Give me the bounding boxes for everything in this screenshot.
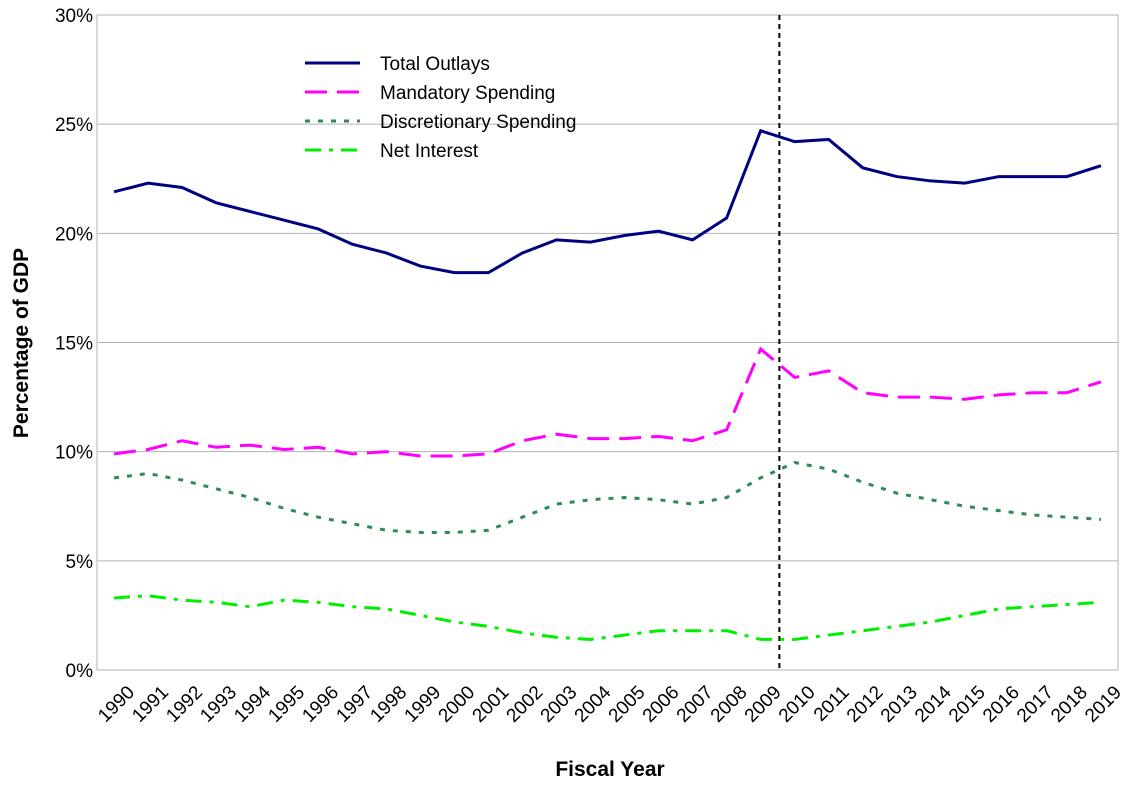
x-tick-label: 2017 xyxy=(1013,682,1058,727)
legend-label: Total Outlays xyxy=(380,54,490,75)
x-tick-label: 2016 xyxy=(979,682,1024,727)
x-tick-label: 2002 xyxy=(503,682,548,727)
x-tick-label: 2008 xyxy=(707,682,752,727)
series-line xyxy=(113,128,1102,275)
x-tick-label: 1996 xyxy=(298,682,343,727)
x-tick-label: 2007 xyxy=(673,682,718,727)
y-tick-label: 30% xyxy=(55,6,93,27)
x-tick-label: 1995 xyxy=(264,682,309,727)
x-tick-label: 2005 xyxy=(605,682,650,727)
y-tick-label: 25% xyxy=(55,115,93,136)
y-tick-label: 15% xyxy=(55,334,93,355)
x-tick-label: 1994 xyxy=(230,682,275,727)
x-tick-label: 1993 xyxy=(196,682,241,727)
x-tick-label: 2006 xyxy=(639,682,684,727)
x-tick-label: 2019 xyxy=(1081,682,1122,727)
series-line xyxy=(113,594,1102,641)
x-tick-label: 2003 xyxy=(537,682,582,727)
series-line xyxy=(113,461,1102,534)
y-tick-label: 10% xyxy=(55,443,93,464)
x-tick-label: 2015 xyxy=(945,682,990,727)
x-tick-label: 1992 xyxy=(162,682,207,727)
legend-label: Mandatory Spending xyxy=(380,83,555,104)
x-tick-label: 2004 xyxy=(571,682,616,727)
y-tick-label: 20% xyxy=(55,224,93,245)
legend-label: Net Interest xyxy=(380,141,479,162)
x-tick-label: 2001 xyxy=(469,682,514,727)
x-tick-label: 1991 xyxy=(128,682,173,727)
x-tick-label: 2018 xyxy=(1047,682,1092,727)
x-axis-title: Fiscal Year xyxy=(555,758,664,781)
x-tick-label: 1998 xyxy=(366,682,411,727)
x-tick-label: 2012 xyxy=(843,682,888,727)
y-tick-label: 0% xyxy=(66,661,94,682)
y-axis-title: Percentage of GDP xyxy=(10,248,33,438)
series-line xyxy=(113,346,1102,458)
x-tick-label: 2014 xyxy=(911,682,956,727)
x-tick-label: 1990 xyxy=(94,682,139,727)
x-tick-label: 2010 xyxy=(775,682,820,727)
x-tick-label: 2000 xyxy=(435,682,480,727)
x-tick-label: 1999 xyxy=(401,682,446,727)
x-tick-label: 2011 xyxy=(810,682,854,726)
legend-label: Discretionary Spending xyxy=(380,112,576,133)
x-tick-label: 2013 xyxy=(877,682,922,727)
y-tick-label: 5% xyxy=(66,552,94,573)
x-tick-label: 2009 xyxy=(741,682,786,727)
plot-frame xyxy=(96,14,1119,671)
x-tick-label: 1997 xyxy=(332,682,377,727)
